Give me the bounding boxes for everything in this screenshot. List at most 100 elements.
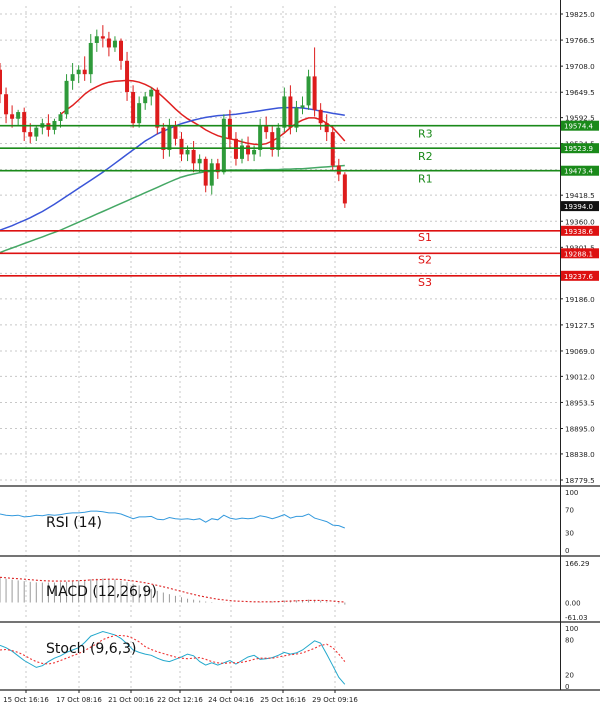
candle-body — [64, 80, 69, 115]
candle-body — [324, 123, 329, 133]
candle-body — [94, 36, 99, 43]
level-name-r3: R3 — [418, 128, 433, 141]
candle-body — [312, 76, 317, 110]
rsi-y-tick-label: 70 — [565, 506, 574, 514]
candle-body — [203, 158, 208, 186]
candle-body — [264, 125, 269, 133]
candle-body — [112, 40, 117, 48]
main-y-tick-label: 19418.5 — [565, 191, 595, 200]
stoch-d-line — [0, 634, 346, 665]
candle-body — [22, 112, 27, 133]
level-price-label-s2: 19288.1 — [564, 250, 593, 258]
main-y-tick-label: 19708.0 — [565, 62, 595, 71]
candle-body — [76, 69, 81, 75]
candle-body — [106, 38, 111, 48]
candle-body — [167, 125, 172, 150]
stoch-y-tick-label: 80 — [565, 637, 574, 645]
level-price-label-s1: 19338.6 — [564, 228, 593, 236]
main-y-tick-label: 19012.0 — [565, 372, 595, 381]
level-price-tag-r3 — [561, 120, 599, 131]
macd-signal-line — [0, 576, 345, 603]
main-ma-line-3 — [0, 164, 345, 254]
candle-body — [294, 107, 299, 128]
candle-body — [143, 96, 148, 104]
main-y-tick-label: 18895.0 — [565, 425, 595, 434]
macd-title: MACD (12,26,9) — [46, 584, 157, 600]
level-name-r1: R1 — [418, 173, 433, 186]
stoch-title: Stoch (9,6,3) — [46, 641, 137, 657]
candle-body — [10, 114, 15, 119]
candle-body — [246, 145, 251, 155]
level-price-label-r2: 19523.9 — [564, 145, 593, 153]
candle-body — [119, 40, 123, 61]
candle-body — [0, 69, 2, 95]
x-tick-label: 21 Oct 00:16 — [108, 696, 154, 704]
candle-body — [16, 112, 21, 119]
main-y-tick-label: 19649.5 — [565, 88, 595, 97]
candle-body — [300, 105, 305, 108]
candle-body — [131, 92, 136, 124]
level-name-r2: R2 — [418, 150, 433, 163]
main-y-tick-label: 19360.0 — [565, 217, 595, 226]
main-y-tick-label: 18838.0 — [565, 450, 595, 459]
candle-body — [318, 109, 323, 124]
candle-body — [137, 103, 142, 124]
stoch-k-line — [0, 630, 346, 685]
main-y-tick-label: 19069.0 — [565, 347, 595, 356]
main-y-tick-label: 19592.5 — [565, 114, 595, 123]
candle-body — [173, 125, 178, 139]
x-tick-label: 29 Oct 09:16 — [312, 696, 358, 704]
main-y-tick-label: 19301.5 — [565, 243, 595, 252]
level-price-tag-r1 — [561, 165, 599, 176]
level-price-tag-s3 — [561, 270, 599, 281]
level-price-label-s3: 19237.6 — [564, 273, 593, 281]
rsi-y-tick-label: 30 — [565, 530, 574, 538]
level-price-tag-s2 — [561, 248, 599, 259]
main-y-tick-label: 18953.5 — [565, 398, 595, 407]
candle-body — [88, 42, 93, 75]
candle-body — [282, 96, 287, 128]
candle-body — [240, 145, 244, 159]
candle-body — [252, 149, 257, 155]
level-name-s1: S1 — [418, 231, 432, 244]
candle-body — [161, 127, 166, 150]
candle-body — [46, 123, 51, 130]
candle-body — [58, 114, 63, 121]
candle-body — [82, 69, 87, 75]
candle-body — [149, 89, 154, 97]
candle-body — [28, 132, 33, 137]
candle-body — [125, 60, 130, 93]
candle-body — [221, 118, 226, 173]
rsi-line — [0, 510, 345, 529]
rsi-y-tick-label: 0 — [565, 547, 569, 555]
level-name-s2: S2 — [418, 253, 432, 266]
main-y-tick-label: 19766.5 — [565, 36, 595, 45]
candle-body — [4, 94, 9, 115]
x-tick-label: 15 Oct 16:16 — [3, 696, 49, 704]
candle-body — [258, 125, 263, 150]
x-tick-label: 22 Oct 12:16 — [157, 696, 203, 704]
main-y-tick-label: 19825.0 — [565, 10, 595, 19]
level-name-s3: S3 — [418, 276, 432, 289]
last-price-label: 19394.0 — [564, 203, 593, 211]
stoch-y-tick-label: 20 — [565, 671, 574, 679]
candle-body — [34, 127, 39, 137]
candle-body — [185, 149, 190, 155]
candle-body — [191, 149, 196, 164]
main-y-tick-label: 19127.5 — [565, 321, 595, 330]
candle-body — [155, 89, 160, 128]
candle-body — [276, 127, 281, 150]
macd-y-tick-label: -61.03 — [565, 614, 588, 622]
stoch-y-tick-label: 0 — [565, 683, 569, 691]
candle-body — [270, 132, 275, 150]
rsi-title: RSI (14) — [46, 515, 102, 531]
level-price-label-r3: 19574.4 — [564, 123, 593, 131]
candle-body — [227, 118, 232, 139]
candle-body — [197, 158, 202, 164]
candle-body — [306, 76, 311, 106]
candle-body — [209, 163, 214, 186]
level-price-tag-s1 — [561, 225, 599, 236]
main-y-tick-label: 18779.5 — [565, 476, 595, 485]
